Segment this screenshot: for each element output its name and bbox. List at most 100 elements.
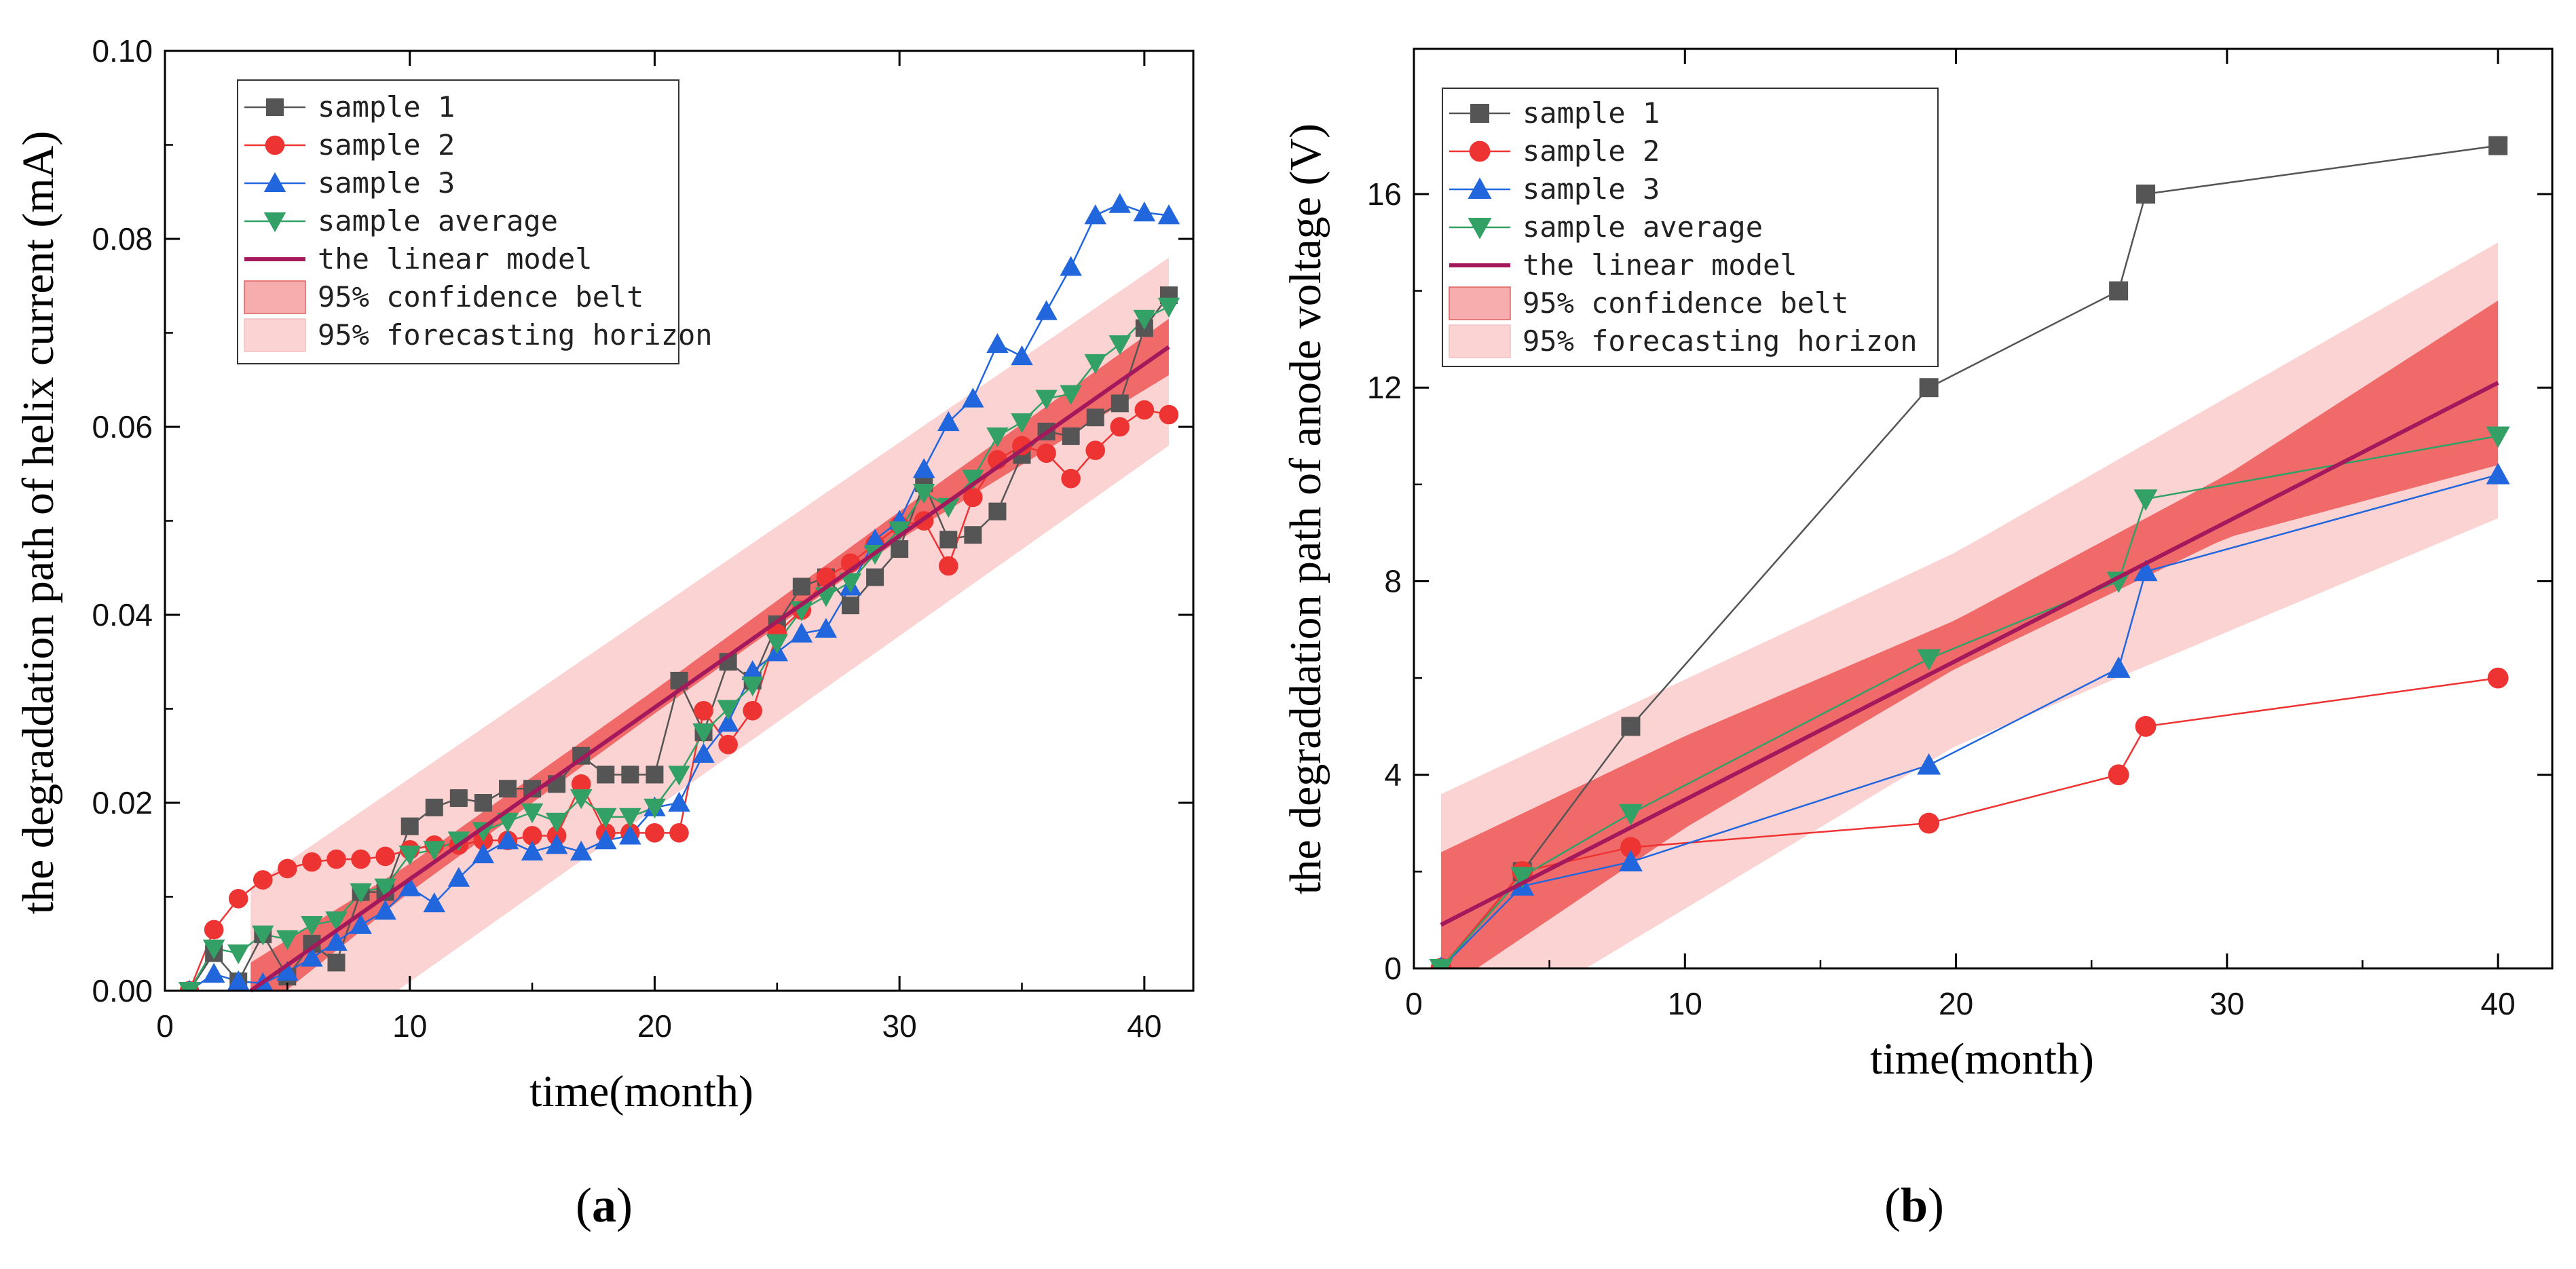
a-sample-average-point	[325, 911, 348, 932]
a-sample-2-point	[938, 556, 958, 576]
a-sample-average-point	[912, 483, 935, 504]
a-sample-3-point	[986, 333, 1009, 354]
a-sample-2-point	[1061, 468, 1081, 489]
a-sample-average-point	[252, 925, 274, 946]
panel-b-legend: sample 1 sample 2 sample 3 sample average th…	[1442, 88, 1939, 367]
a-sample-2-point	[1110, 417, 1130, 437]
a-sample-3-point	[912, 458, 935, 478]
a-sample-3-point	[423, 892, 446, 913]
panel-b-ticks: 0 10 20 30 40 0 4 8 12 16	[1367, 49, 2552, 1021]
panel-a-ticks: 0 10 20 30 40 0.00 0.02 0.04 0.06 0.08 0.10	[92, 33, 1193, 1044]
b-sample-1-point	[1621, 717, 1641, 736]
a-legend-label: the linear model	[318, 242, 593, 276]
b-sample-average-point	[1429, 959, 1453, 968]
a-sample-3-point	[1108, 193, 1132, 213]
a-sample-average-point	[472, 822, 495, 842]
a-sample-1-point	[597, 765, 615, 784]
a-sample-1-point	[621, 765, 639, 784]
a-legend-label: 95% forecasting horizon	[318, 318, 713, 352]
a-sample-3-point	[692, 742, 715, 763]
a-legend-label: sample 1	[318, 90, 455, 124]
panel-b-xlabel: time(month)	[1870, 1034, 2094, 1084]
a-sample-3-point	[1133, 201, 1156, 222]
b-xtick-label: 10	[1668, 986, 1702, 1021]
panel-a-linear-model-line	[249, 345, 1170, 993]
a-sample-average-point	[595, 808, 617, 829]
a-legend-swatch	[244, 318, 306, 352]
panel-a: 0 10 20 30 40 0.00 0.02 0.04 0.06 0.08 0.10 time(m…	[14, 33, 1195, 1232]
a-sample-2-point	[228, 888, 248, 909]
b-sample-2-point	[2108, 764, 2129, 786]
a-sample-2-point	[1085, 440, 1106, 460]
b-sample-1-point	[1919, 378, 1939, 398]
a-sample-3-point	[619, 825, 641, 845]
b-sample-3-point	[2106, 656, 2131, 678]
a-xtick-label: 10	[392, 1008, 427, 1044]
a-sample-1-point	[499, 780, 517, 798]
a-sample-2-point	[1012, 436, 1032, 455]
a-sample-2-point	[204, 920, 224, 940]
b-legend-label: sample 1	[1523, 96, 1660, 130]
b-legend-marker	[1468, 218, 1492, 240]
a-sample-2-point	[522, 826, 542, 846]
a-sample-3-point	[374, 900, 396, 920]
panel-a-caption: (a)	[576, 1178, 633, 1232]
b-legend-label: 95% confidence belt	[1523, 286, 1848, 320]
a-sample-1-point	[474, 794, 492, 812]
a-sample-average-point	[1084, 354, 1106, 375]
a-sample-average-point	[398, 846, 421, 866]
a-ytick-label: 0.04	[92, 597, 153, 632]
a-sample-average-point	[202, 939, 225, 960]
a-sample-average-point	[839, 573, 862, 593]
a-sample-1-point	[327, 953, 346, 972]
a-sample-average-point	[619, 808, 641, 829]
a-sample-3-point	[863, 528, 886, 549]
a-sample-average-point	[570, 789, 593, 810]
a-sample-2-point	[694, 700, 713, 721]
b-legend-label: the linear model	[1523, 248, 1797, 282]
a-sample-average-point	[227, 944, 250, 964]
a-sample-average-point	[888, 521, 911, 542]
a-sample-average-point	[545, 812, 568, 833]
a-sample-3-point	[937, 411, 960, 432]
a-sample-average-point	[962, 470, 984, 490]
a-sample-3-point	[717, 712, 739, 732]
a-sample-1-point	[1062, 427, 1080, 445]
a-sample-average-point	[1060, 385, 1082, 405]
a-sample-average-point	[741, 676, 764, 697]
panel-a-xlabel: time(month)	[529, 1067, 753, 1116]
b-ytick-label: 8	[1384, 563, 1402, 599]
a-sample-average-point	[1108, 335, 1132, 356]
a-sample-average-point	[276, 930, 299, 951]
a-ytick-label: 0.06	[92, 409, 153, 444]
b-legend-swatch	[1449, 286, 1511, 320]
a-sample-average-point	[717, 700, 739, 720]
a-sample-1-point	[425, 798, 443, 816]
a-ytick-label: 0.10	[92, 33, 153, 69]
a-sample-3-point	[472, 843, 495, 864]
panel-a-series	[178, 193, 1180, 991]
a-sample-average-point	[1157, 297, 1180, 318]
a-sample-1-point	[1110, 394, 1129, 413]
a-legend-marker	[263, 212, 286, 233]
a-sample-1-point	[988, 502, 1007, 520]
a-sample-3-point	[227, 970, 250, 991]
panel-a-legend: sample 1 sample 2 sample 3 sample average th…	[237, 79, 713, 364]
b-legend-swatch	[1449, 324, 1511, 358]
a-sample-1-point	[646, 765, 664, 784]
a-sample-3-point	[815, 618, 838, 638]
b-sample-3-point	[1917, 753, 1941, 775]
a-sample-average-point	[423, 841, 446, 861]
a-sample-1-point	[939, 531, 958, 549]
a-sample-3-point	[790, 622, 813, 643]
a-legend-label: sample average	[318, 204, 558, 238]
a-sample-average-point	[643, 798, 666, 819]
a-sample-3-point	[962, 387, 984, 408]
a-ytick-label: 0.08	[92, 221, 153, 257]
a-sample-2-point	[963, 487, 983, 508]
a-sample-average-point	[668, 765, 690, 786]
b-legend-marker	[1469, 140, 1491, 162]
panel-a-ylabel: the degraddation path of helix current (…	[14, 131, 63, 915]
a-sample-3-point	[350, 913, 372, 934]
a-sample-3-point	[1035, 300, 1058, 320]
